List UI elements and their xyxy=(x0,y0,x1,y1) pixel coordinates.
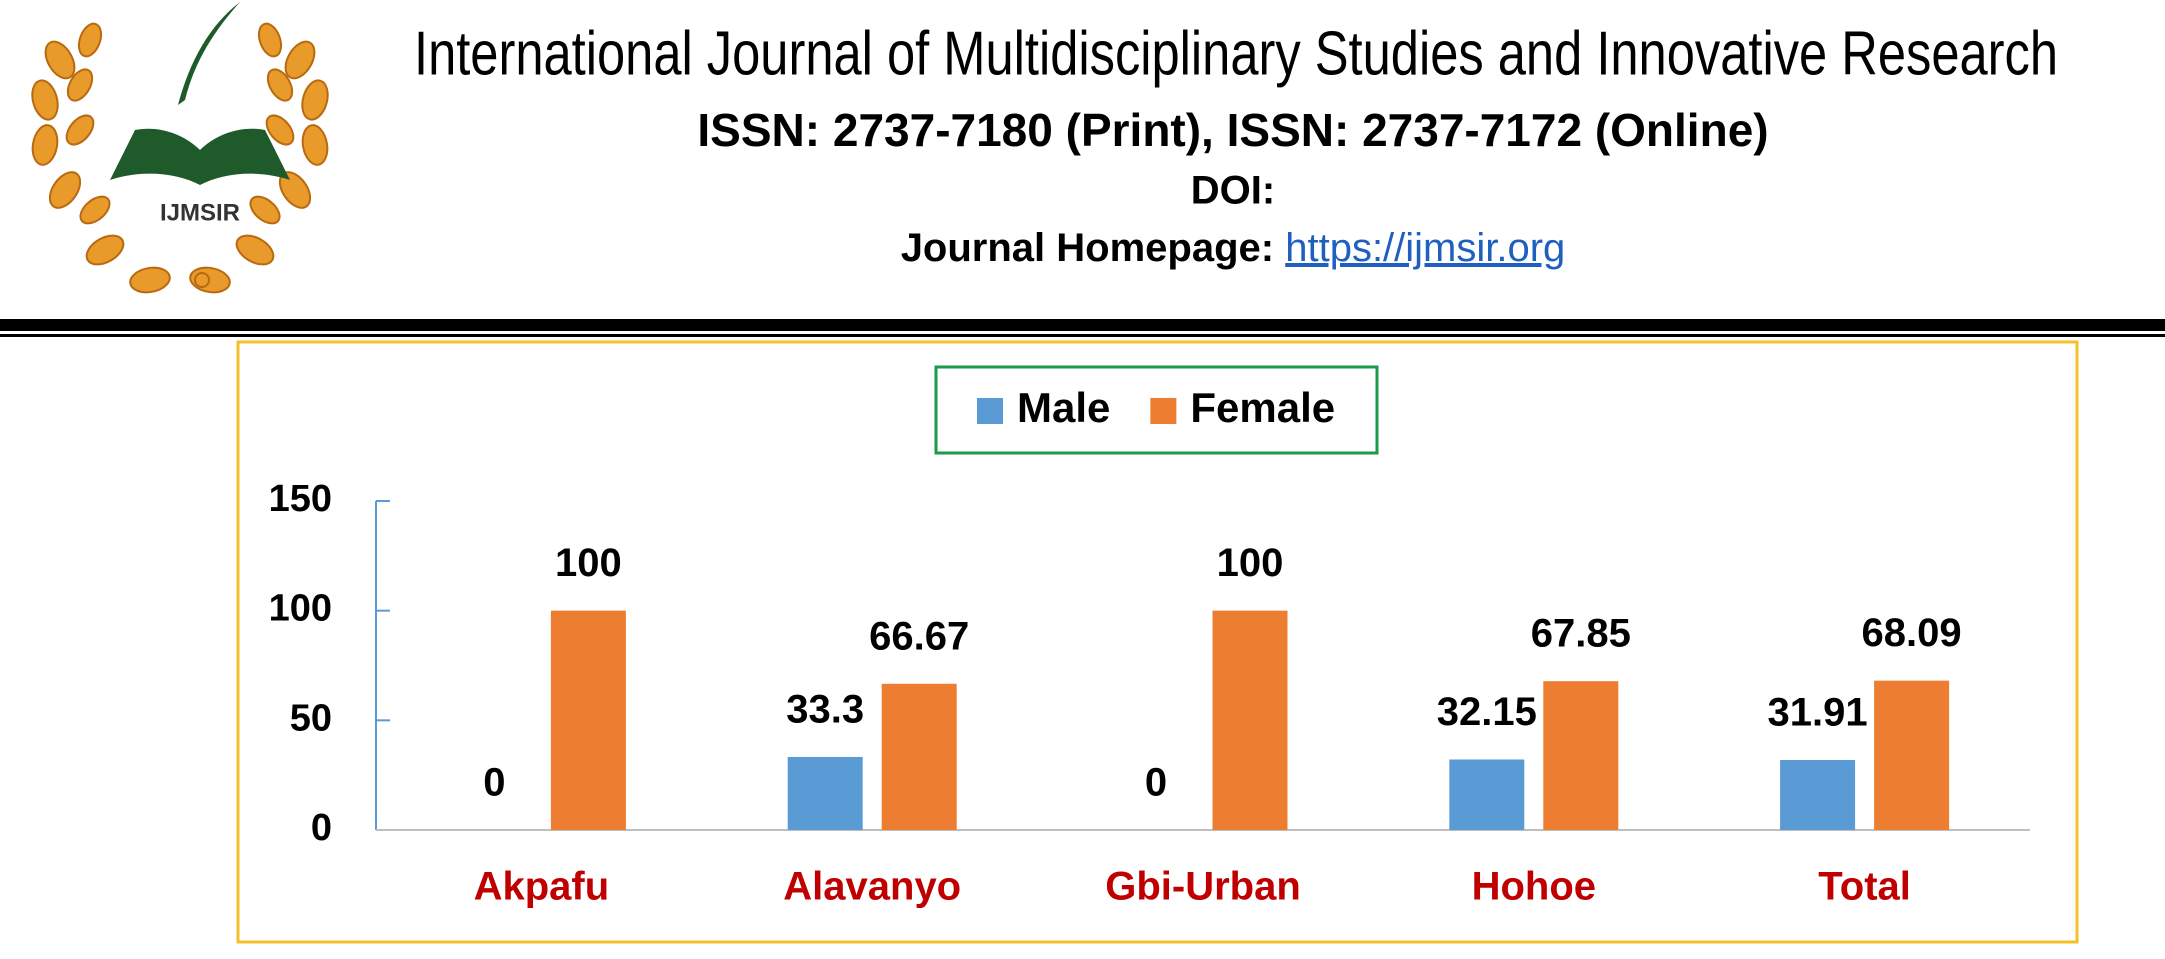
bar xyxy=(1449,759,1525,830)
data-label: 100 xyxy=(555,541,622,585)
rule xyxy=(0,319,2165,331)
data-label: 33.3 xyxy=(786,688,864,732)
data-label: 32.15 xyxy=(1437,690,1537,734)
logo-text: IJMSIR xyxy=(160,199,240,226)
data-label: 67.85 xyxy=(1531,612,1631,656)
issn: ISSN: 2737-7180 (Print), ISSN: 2737-7172… xyxy=(697,104,1768,156)
y-tick-label: 0 xyxy=(311,807,332,849)
rule xyxy=(0,334,2165,337)
bar xyxy=(550,610,626,830)
data-label: 31.91 xyxy=(1768,691,1868,735)
x-tick-label: Hohoe xyxy=(1472,865,1596,909)
y-tick-label: 150 xyxy=(269,478,332,520)
bar xyxy=(787,756,863,830)
bar xyxy=(1874,680,1950,830)
y-tick-label: 50 xyxy=(290,697,332,739)
bar xyxy=(1543,681,1619,830)
data-label: 0 xyxy=(1145,761,1167,805)
legend-swatch xyxy=(1150,398,1177,424)
homepage-link[interactable]: https://ijmsir.org xyxy=(1285,226,1565,270)
x-tick-label: Akpafu xyxy=(474,865,610,909)
data-label: 100 xyxy=(1217,541,1284,585)
doi: DOI: xyxy=(1191,169,1275,213)
x-tick-label: Gbi-Urban xyxy=(1105,865,1301,909)
data-label: 66.67 xyxy=(869,614,969,658)
chart-frame xyxy=(236,340,2079,944)
bar xyxy=(881,683,957,830)
legend-frame xyxy=(934,365,1379,455)
bar xyxy=(1780,760,1856,830)
data-label: 68.09 xyxy=(1862,611,1962,655)
journal-title: International Journal of Multidisciplina… xyxy=(414,19,2058,88)
x-tick-label: Alavanyo xyxy=(783,865,961,909)
logo: IJMSIR xyxy=(31,2,329,294)
x-tick-label: Total xyxy=(1818,865,1911,909)
y-tick-label: 100 xyxy=(269,588,332,630)
homepage: Journal Homepage: https://ijmsir.org xyxy=(901,226,1566,270)
homepage-label: Journal Homepage: xyxy=(901,226,1274,270)
legend-swatch xyxy=(977,398,1003,424)
bar xyxy=(1212,610,1288,830)
data-label: 0 xyxy=(483,761,505,805)
legend-label: Female xyxy=(1190,384,1335,431)
chart: 0 50 100 150 Akpafu 0 100 Alavanyo 33.366.67 Gbi-… xyxy=(269,384,2030,909)
legend-label: Male xyxy=(1017,384,1110,431)
